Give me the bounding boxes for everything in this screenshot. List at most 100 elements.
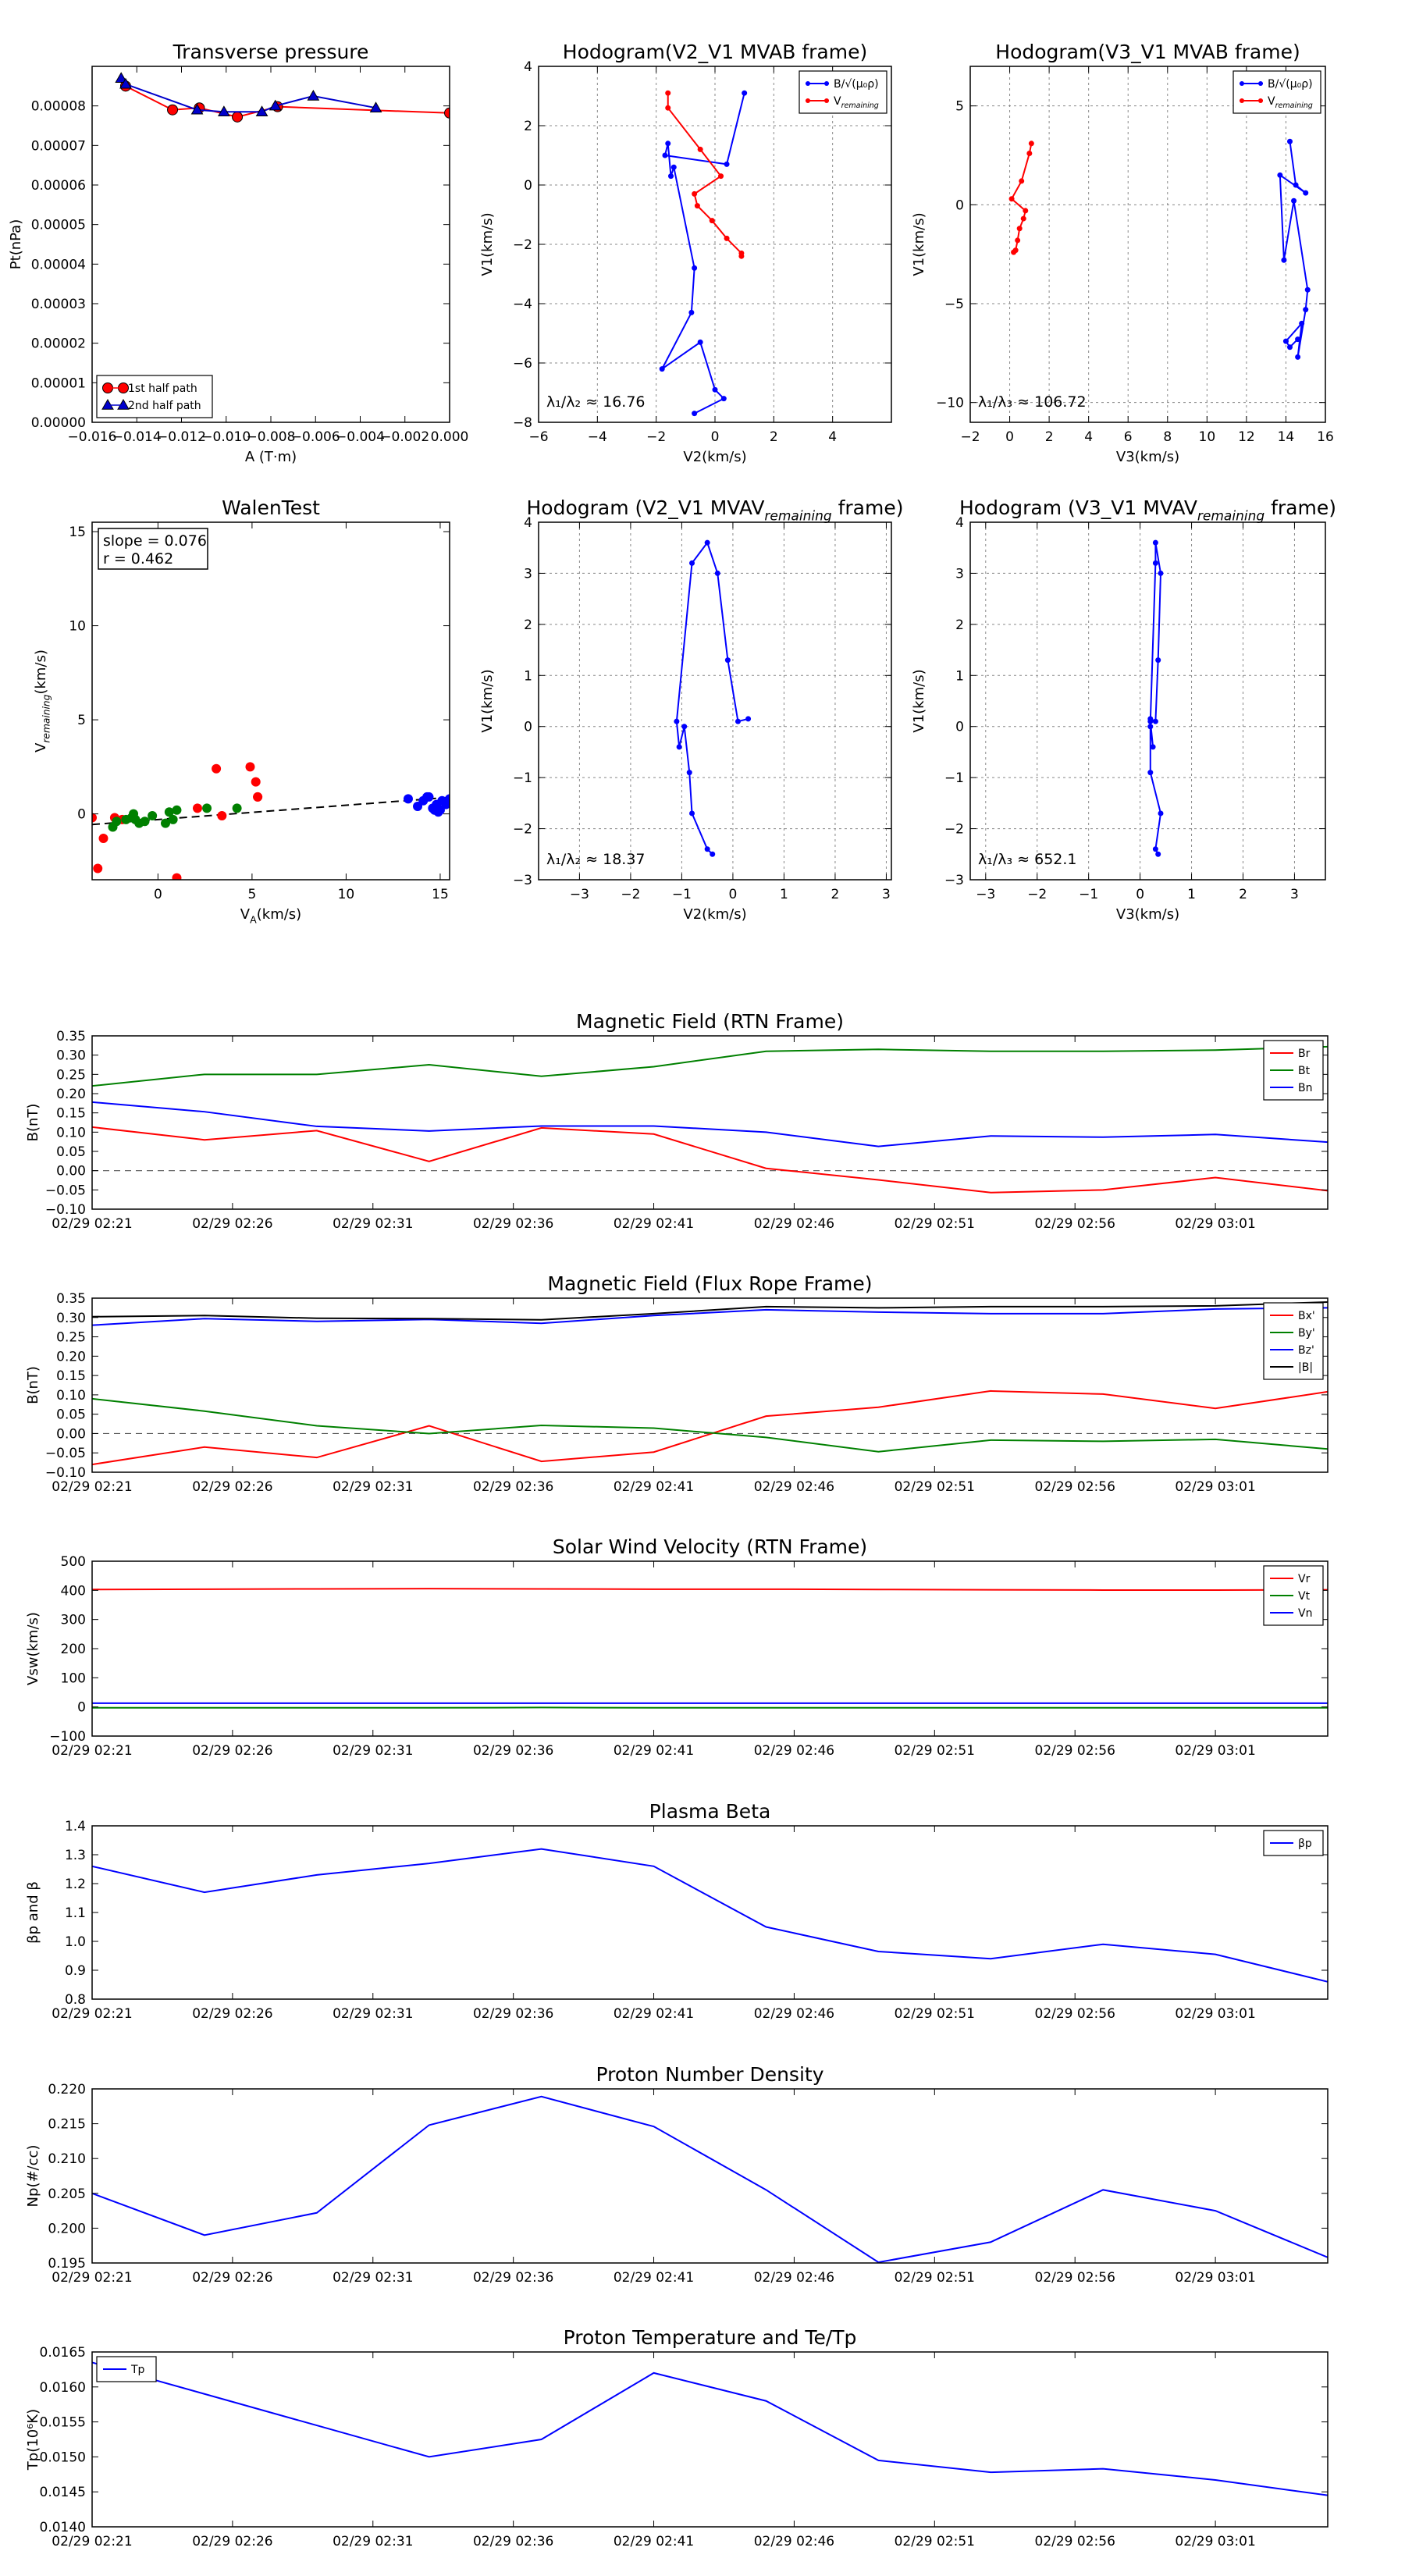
y-tick-label: −2	[944, 822, 964, 838]
y-tick-label: −3	[944, 873, 964, 888]
y-tick-label: 0.205	[48, 2186, 86, 2202]
legend: Br Bt Bn	[1263, 1040, 1324, 1101]
series--b-	[92, 1300, 1328, 1321]
y-tick-label: 1.4	[65, 1819, 86, 1834]
x-axis-label: V3(km/s)	[1116, 906, 1179, 923]
y-axis-label: Np(#/cc)	[25, 2145, 41, 2208]
x-tick-label: 02/29 02:26	[192, 2006, 272, 2022]
data-point	[735, 718, 741, 724]
data-point	[688, 309, 695, 315]
y-tick-label: −8	[513, 415, 532, 431]
plot-frame	[91, 1297, 1329, 1473]
y-tick-label: −0.05	[45, 1183, 86, 1198]
data-point	[112, 817, 122, 827]
plot-area	[539, 66, 891, 422]
x-tick-label: −0.006	[291, 429, 340, 445]
x-tick-label: −0.004	[336, 429, 385, 445]
series-line	[92, 1307, 1328, 1326]
series-1st-half-path	[119, 80, 450, 123]
data-point	[720, 396, 727, 402]
x-tick-label: 02/29 02:21	[52, 1479, 132, 1495]
x-tick-label: 02/29 03:01	[1175, 2270, 1255, 2286]
legend-label: Tp	[130, 2364, 145, 2376]
series-2	[403, 792, 450, 817]
legend-label: |B|	[1298, 1361, 1313, 1374]
y-tick-label: 0.0160	[40, 2380, 86, 2396]
x-tick-label: 4	[828, 429, 837, 445]
y-tick-label: −6	[513, 356, 532, 372]
plot-area	[92, 2361, 1328, 2496]
plot-frame	[91, 2351, 1329, 2528]
chart-title: Hodogram (V3_V1 MVAVremaining frame)	[959, 496, 1336, 525]
x-tick-label: 02/29 02:26	[192, 2534, 272, 2549]
legend: βp	[1263, 1830, 1324, 1856]
legend-marker	[101, 398, 114, 410]
y-tick-label: 100	[61, 1670, 86, 1686]
x-tick-label: 10	[338, 887, 355, 902]
x-tick-label: 15	[432, 887, 449, 902]
data-point	[167, 104, 179, 116]
x-tick-label: 02/29 02:31	[333, 2006, 413, 2022]
x-tick-label: 0	[1005, 429, 1014, 445]
legend-label: Br	[1298, 1048, 1311, 1060]
y-tick-label: 0.10	[56, 1388, 86, 1404]
x-tick-label: 02/29 02:51	[895, 1216, 975, 1232]
x-tick-label: 8	[1163, 429, 1172, 445]
x-tick-label: 0	[1136, 887, 1144, 902]
data-point	[115, 72, 128, 83]
x-tick-label: 0	[154, 887, 162, 902]
x-tick-label: 02/29 02:26	[192, 1216, 272, 1232]
legend-label: By'	[1298, 1327, 1315, 1340]
y-tick-label: 0.00003	[31, 297, 86, 312]
y-tick-label: 0.00001	[31, 375, 86, 391]
data-point	[92, 813, 97, 823]
series-vr	[92, 1588, 1328, 1591]
y-tick-label: 0.200	[48, 2221, 86, 2236]
y-tick-label: 0.0165	[40, 2345, 86, 2361]
x-tick-label: 02/29 02:51	[895, 2006, 975, 2022]
series-1	[108, 803, 242, 832]
x-tick-label: 0.000	[431, 429, 469, 445]
x-tick-label: 02/29 02:26	[192, 2270, 272, 2286]
series-line	[92, 2095, 1328, 2263]
data-point	[232, 111, 244, 123]
data-point	[662, 152, 668, 158]
data-point	[697, 339, 703, 345]
y-tick-label: 4	[955, 515, 964, 531]
y-tick-label: 0.00005	[31, 218, 86, 233]
data-point	[1026, 150, 1033, 156]
plot-frame	[91, 1560, 1329, 1737]
x-tick-label: 02/29 02:46	[754, 2006, 834, 2022]
x-tick-label: −0.012	[157, 429, 206, 445]
y-tick-label: 0.0150	[40, 2450, 86, 2465]
series-v-remaining	[665, 90, 745, 259]
y-tick-label: 400	[61, 1583, 86, 1599]
annotation-text: λ₁/λ₂ ≈ 18.37	[546, 851, 646, 868]
y-tick-label: 0.0145	[40, 2485, 86, 2500]
y-tick-label: −10	[936, 396, 964, 411]
series-line	[92, 1300, 1328, 1321]
data-point	[202, 803, 212, 813]
x-tick-label: 02/29 02:46	[754, 1479, 834, 1495]
data-point	[164, 807, 174, 817]
series-b-	[659, 90, 748, 417]
chart-tp: Transverse pressure−0.016−0.014−0.012−0.…	[8, 41, 468, 465]
legend-marker	[824, 81, 829, 86]
legend: Vr Vt Vn	[1263, 1565, 1324, 1626]
x-tick-label: −3	[570, 887, 589, 902]
x-tick-label: 02/29 02:41	[614, 2534, 694, 2549]
data-point	[119, 77, 132, 89]
legend-label: βp	[1298, 1838, 1312, 1850]
data-point	[232, 803, 242, 813]
x-tick-label: −0.008	[247, 429, 296, 445]
y-tick-label: 0.35	[56, 1291, 86, 1307]
x-tick-label: 02/29 02:36	[473, 2270, 553, 2286]
plot-frame	[91, 1035, 1329, 1210]
data-point	[172, 873, 182, 880]
x-axis-label: V3(km/s)	[1116, 449, 1179, 465]
series-line	[92, 1848, 1328, 1983]
data-point	[1016, 226, 1023, 232]
data-point	[307, 89, 320, 101]
data-point	[1281, 257, 1287, 263]
data-point	[1291, 197, 1297, 204]
